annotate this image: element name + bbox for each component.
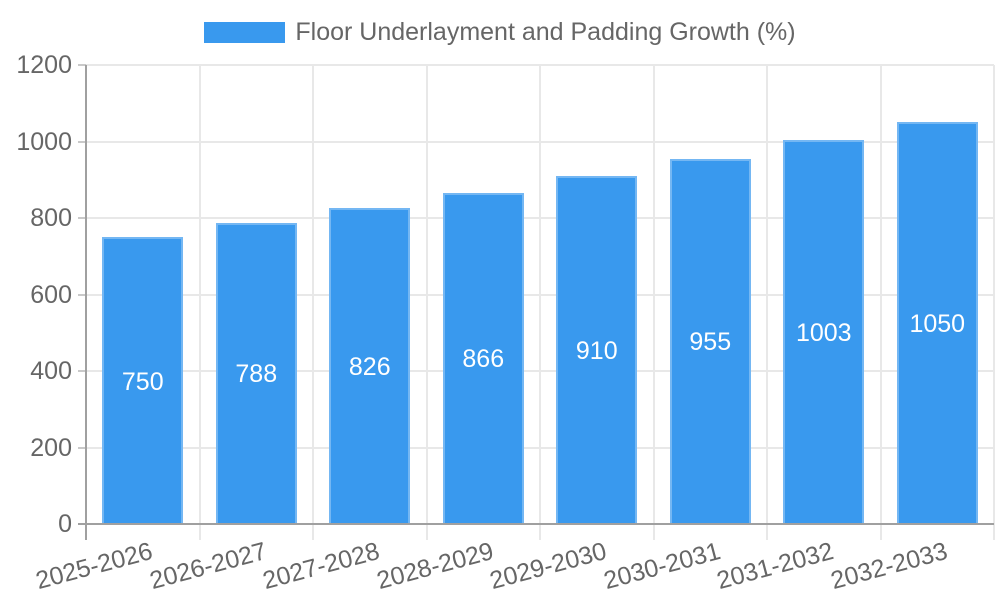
x-tick-label: 2031-2032	[714, 537, 837, 596]
y-tick-label: 600	[30, 280, 72, 309]
x-tick-label: 2025-2026	[33, 537, 156, 596]
y-axis-tick	[78, 523, 86, 525]
bar-value-label: 1003	[795, 319, 852, 348]
gridline-vertical	[652, 65, 655, 540]
bar[interactable]: 1003	[783, 140, 865, 524]
bar-value-label: 910	[575, 336, 618, 365]
x-tick-label: 2027-2028	[260, 537, 383, 596]
gridline-vertical	[993, 65, 995, 540]
legend-swatch	[204, 21, 286, 43]
x-axis-line-overlay	[86, 523, 994, 525]
bar[interactable]: 866	[442, 192, 524, 524]
gridline-vertical	[198, 65, 201, 540]
bar[interactable]: 910	[556, 175, 638, 524]
y-axis-tick	[78, 64, 86, 66]
y-tick-label: 1000	[16, 127, 72, 156]
x-tick-label: 2028-2029	[373, 537, 497, 596]
bar[interactable]: 788	[215, 222, 297, 524]
legend[interactable]: Floor Underlayment and Padding Growth (%…	[0, 19, 1000, 45]
y-tick-label: 400	[30, 357, 72, 385]
x-tick-label: 2030-2031	[600, 537, 724, 596]
y-tick-label: 200	[30, 433, 72, 462]
bar[interactable]: 750	[102, 237, 184, 524]
bar[interactable]: 1050	[896, 122, 978, 524]
bar-value-label: 826	[348, 353, 391, 382]
y-axis-tick	[78, 370, 86, 372]
legend-label: Floor Underlayment and Padding Growth (%…	[295, 18, 796, 46]
gridline-vertical	[425, 65, 428, 540]
bar-value-label: 866	[462, 345, 505, 374]
y-axis-tick	[78, 217, 86, 219]
bar-value-label: 955	[689, 328, 732, 357]
y-tick-label: 1200	[16, 51, 72, 79]
gridline-vertical	[312, 65, 314, 540]
bar-value-label: 750	[121, 367, 164, 396]
y-axis-line	[85, 65, 87, 540]
x-tick-label: 2032-2033	[827, 537, 951, 596]
y-axis-tick	[78, 293, 86, 296]
bar[interactable]: 955	[669, 158, 751, 524]
y-tick-label: 800	[30, 204, 72, 232]
gridline-vertical	[766, 65, 768, 540]
bar[interactable]: 826	[329, 208, 411, 524]
x-tick-label: 2026-2027	[146, 537, 270, 596]
y-axis-tick	[78, 446, 86, 449]
y-tick-label: 0	[58, 510, 72, 538]
x-tick-label: 2029-2030	[487, 537, 610, 596]
gridline-vertical	[879, 65, 882, 540]
bar-value-label: 1050	[909, 310, 966, 339]
y-axis-tick	[78, 140, 86, 143]
bar-value-label: 788	[235, 360, 278, 389]
gridline-vertical	[539, 65, 541, 540]
